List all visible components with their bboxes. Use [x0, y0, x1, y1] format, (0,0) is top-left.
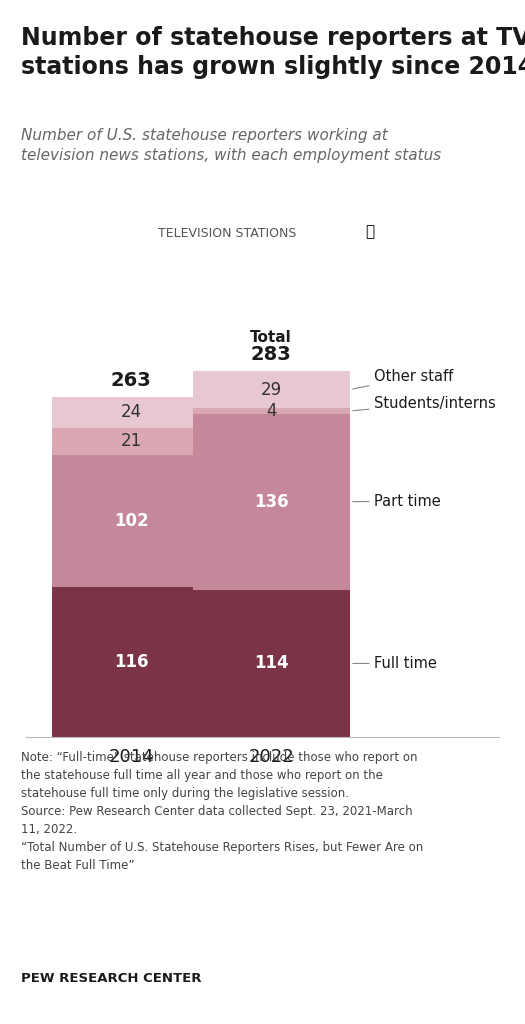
Text: Total: Total [250, 330, 292, 345]
Text: 116: 116 [114, 653, 149, 671]
Bar [52, 396, 210, 428]
Text: 102: 102 [114, 512, 149, 530]
Text: Number of statehouse reporters at TV
stations has grown slightly since 2014: Number of statehouse reporters at TV sta… [21, 26, 525, 79]
Text: Full time: Full time [353, 656, 437, 671]
Text: 📺: 📺 [365, 224, 374, 240]
Bar [193, 414, 350, 590]
Text: Part time: Part time [353, 494, 441, 509]
Text: 263: 263 [111, 372, 152, 390]
Text: 114: 114 [254, 654, 289, 673]
Text: Number of U.S. statehouse reporters working at
television news stations, with ea: Number of U.S. statehouse reporters work… [21, 128, 441, 164]
Text: Students/interns: Students/interns [353, 395, 496, 411]
Text: Note: “Full-time” statehouse reporters include those who report on
the statehous: Note: “Full-time” statehouse reporters i… [21, 751, 423, 871]
Text: 4: 4 [266, 402, 277, 420]
Text: 283: 283 [251, 345, 291, 365]
Text: 21: 21 [121, 432, 142, 451]
Bar [193, 371, 350, 409]
Text: TELEVISION STATIONS: TELEVISION STATIONS [158, 227, 296, 241]
Text: 136: 136 [254, 493, 289, 511]
Text: Other staff: Other staff [353, 369, 454, 389]
Bar [52, 587, 210, 737]
Bar [193, 409, 350, 414]
Text: 29: 29 [261, 381, 282, 398]
Text: 24: 24 [121, 403, 142, 421]
Text: PEW RESEARCH CENTER: PEW RESEARCH CENTER [21, 972, 202, 985]
Bar [52, 428, 210, 455]
Bar [52, 455, 210, 587]
Bar [193, 590, 350, 737]
